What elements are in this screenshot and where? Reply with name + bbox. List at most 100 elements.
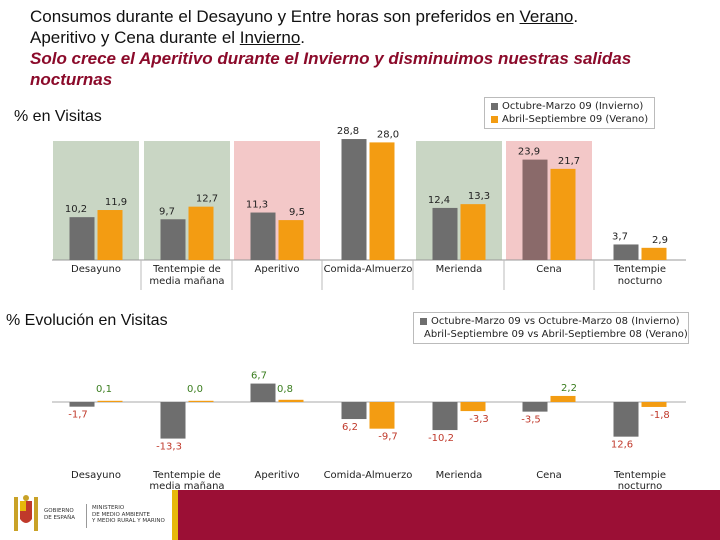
title-line-2: Aperitivo y Cena durante el Invierno. bbox=[30, 28, 306, 47]
chart2-bar-summer-6 bbox=[550, 395, 576, 402]
chart1-category-label: Aperitivo bbox=[255, 264, 300, 275]
chart1-value-label: 3,7 bbox=[612, 231, 628, 242]
footer-ministry-text: MINISTERIO DE MEDIO AMBIENTE Y MEDIO RURAL… bbox=[92, 505, 165, 524]
slide-title: Consumos durante el Desayuno y Entre hor… bbox=[30, 6, 710, 90]
legend-swatch-winter-evo bbox=[420, 318, 427, 325]
chart2-value-label: -3,3 bbox=[469, 414, 489, 425]
chart2-category-label: nocturno bbox=[618, 481, 663, 492]
chart2-value-label: 0,1 bbox=[96, 384, 112, 395]
chart2-category-label: Tentempie bbox=[613, 470, 666, 481]
chart1-category-label: Merienda bbox=[436, 264, 483, 275]
legend-item-summer: Abril-Septiembre 09 (Verano) bbox=[491, 113, 648, 126]
chart2-title: % Evolución en Visitas bbox=[6, 312, 168, 329]
chart2-value-label: 2,2 bbox=[561, 383, 577, 394]
chart1-value-label: 9,7 bbox=[159, 206, 175, 217]
chart1-category-label: Tentempie de bbox=[152, 264, 221, 275]
footer-logo-area: GOBIERNO DE ESPAÑA MINISTERIO DE MEDIO AMB… bbox=[0, 490, 172, 540]
chart1-bar-winter-4 bbox=[341, 139, 367, 260]
chart1-category-label: Tentempie bbox=[613, 264, 666, 275]
highlight-panel-1 bbox=[53, 141, 139, 260]
chart1-bar-summer-3 bbox=[278, 220, 304, 260]
chart1-title: % en Visitas bbox=[14, 108, 102, 125]
chart1-category-label: media mañana bbox=[149, 276, 224, 287]
chart1-bar-winter-3 bbox=[250, 212, 276, 260]
chart1-bar-winter-6 bbox=[522, 159, 548, 260]
footer-bar: GOBIERNO DE ESPAÑA MINISTERIO DE MEDIO AMB… bbox=[0, 490, 720, 540]
chart2-value-label: -3,5 bbox=[521, 415, 541, 426]
chart2-value-label: -9,7 bbox=[378, 432, 398, 443]
chart2-bar-winter-4 bbox=[341, 402, 367, 420]
chart1-bar-summer-6 bbox=[550, 168, 576, 260]
chart1-category-label: nocturno bbox=[618, 276, 663, 287]
chart2-bar-summer-1 bbox=[97, 400, 123, 402]
chart2-value-label: 0,0 bbox=[187, 384, 203, 395]
chart2-category-label: Comida-Almuerzo bbox=[324, 470, 413, 481]
chart1-value-label: 13,3 bbox=[468, 191, 490, 202]
highlight-panel-2 bbox=[144, 141, 230, 260]
coat-of-arms-icon bbox=[14, 495, 38, 531]
legend-swatch-summer bbox=[491, 116, 498, 123]
chart2-value-label: -10,2 bbox=[428, 433, 454, 444]
chart2-bar-summer-5 bbox=[460, 402, 486, 412]
highlight-panel-6 bbox=[506, 141, 592, 260]
chart2-category-label: Desayuno bbox=[71, 470, 121, 481]
legend-item-winter-evo: Octubre-Marzo 09 vs Octubre-Marzo 08 (In… bbox=[420, 315, 682, 328]
chart2-category-label: media mañana bbox=[149, 481, 224, 492]
chart2-value-label: 12,6 bbox=[611, 440, 633, 451]
footer-gov-text: GOBIERNO DE ESPAÑA bbox=[44, 508, 76, 521]
chart2-bar-summer-3 bbox=[278, 399, 304, 402]
chart2-value-label: 0,8 bbox=[277, 384, 293, 395]
chart2-bar-winter-5 bbox=[432, 402, 458, 431]
chart1-bar-winter-2 bbox=[160, 219, 186, 260]
chart1-value-label: 23,9 bbox=[518, 147, 540, 158]
chart1-bar-winter-7 bbox=[613, 244, 639, 260]
chart1-bar-summer-4 bbox=[369, 142, 395, 260]
highlight-panel-5 bbox=[416, 141, 502, 260]
chart2-category-label: Cena bbox=[536, 470, 562, 481]
chart2-bar-winter-2 bbox=[160, 402, 186, 439]
chart2-category-label: Aperitivo bbox=[255, 470, 300, 481]
chart2-category-label: Merienda bbox=[436, 470, 483, 481]
chart1-value-label: 11,3 bbox=[246, 200, 268, 211]
chart1-bar-winter-5 bbox=[432, 207, 458, 260]
chart2-value-label: 6,2 bbox=[342, 422, 358, 433]
chart2-bar-winter-7 bbox=[613, 402, 639, 437]
chart1-bar-summer-7 bbox=[641, 247, 667, 260]
chart1-bar-winter-1 bbox=[69, 217, 95, 260]
chart2-value-label: -1,7 bbox=[68, 410, 88, 421]
chart2-bar-summer-4 bbox=[369, 402, 395, 429]
chart2-category-label: Tentempie de bbox=[152, 470, 221, 481]
chart1-value-label: 28,0 bbox=[377, 129, 399, 140]
footer-accent bbox=[172, 490, 178, 540]
chart1-value-label: 28,8 bbox=[337, 126, 359, 137]
legend-item-summer-evo: Abril-Septiembre 09 vs Abril-Septiembre … bbox=[424, 329, 688, 340]
legend-swatch-winter bbox=[491, 103, 498, 110]
title-subtitle: Solo crece el Aperitivo durante el Invie… bbox=[30, 49, 632, 89]
chart2-bar-winter-3 bbox=[250, 383, 276, 402]
chart2-value-label: -1,8 bbox=[650, 410, 670, 421]
legend-item-winter: Octubre-Marzo 09 (Invierno) bbox=[491, 100, 648, 113]
chart1-value-label: 12,4 bbox=[428, 195, 450, 206]
chart2-bar-summer-2 bbox=[188, 400, 214, 402]
chart1-value-label: 11,9 bbox=[105, 197, 127, 208]
highlight-panel-3 bbox=[234, 141, 320, 260]
chart1-value-label: 2,9 bbox=[652, 235, 668, 246]
chart1-value-label: 21,7 bbox=[558, 156, 580, 167]
chart2-bar-winter-1 bbox=[69, 402, 95, 407]
chart2-value-label: -13,3 bbox=[156, 442, 182, 453]
chart1-category-label: Comida-Almuerzo bbox=[324, 264, 413, 275]
chart2-bar-summer-7 bbox=[641, 402, 667, 407]
chart2-bar-winter-6 bbox=[522, 402, 548, 412]
chart1-category-label: Desayuno bbox=[71, 264, 121, 275]
chart1-legend: Octubre-Marzo 09 (Invierno) Abril-Septie… bbox=[484, 97, 656, 129]
title-line-1: Consumos durante el Desayuno y Entre hor… bbox=[30, 7, 579, 26]
chart2-legend: Octubre-Marzo 09 vs Octubre-Marzo 08 (In… bbox=[413, 312, 689, 344]
chart2-value-label: 6,7 bbox=[251, 371, 267, 382]
chart1-category-label: Cena bbox=[536, 264, 562, 275]
chart1-bar-summer-2 bbox=[188, 206, 214, 260]
chart1-bar-summer-1 bbox=[97, 210, 123, 260]
chart1-bar-summer-5 bbox=[460, 204, 486, 260]
chart1-value-label: 12,7 bbox=[196, 194, 218, 205]
chart1-value-label: 9,5 bbox=[289, 207, 305, 218]
